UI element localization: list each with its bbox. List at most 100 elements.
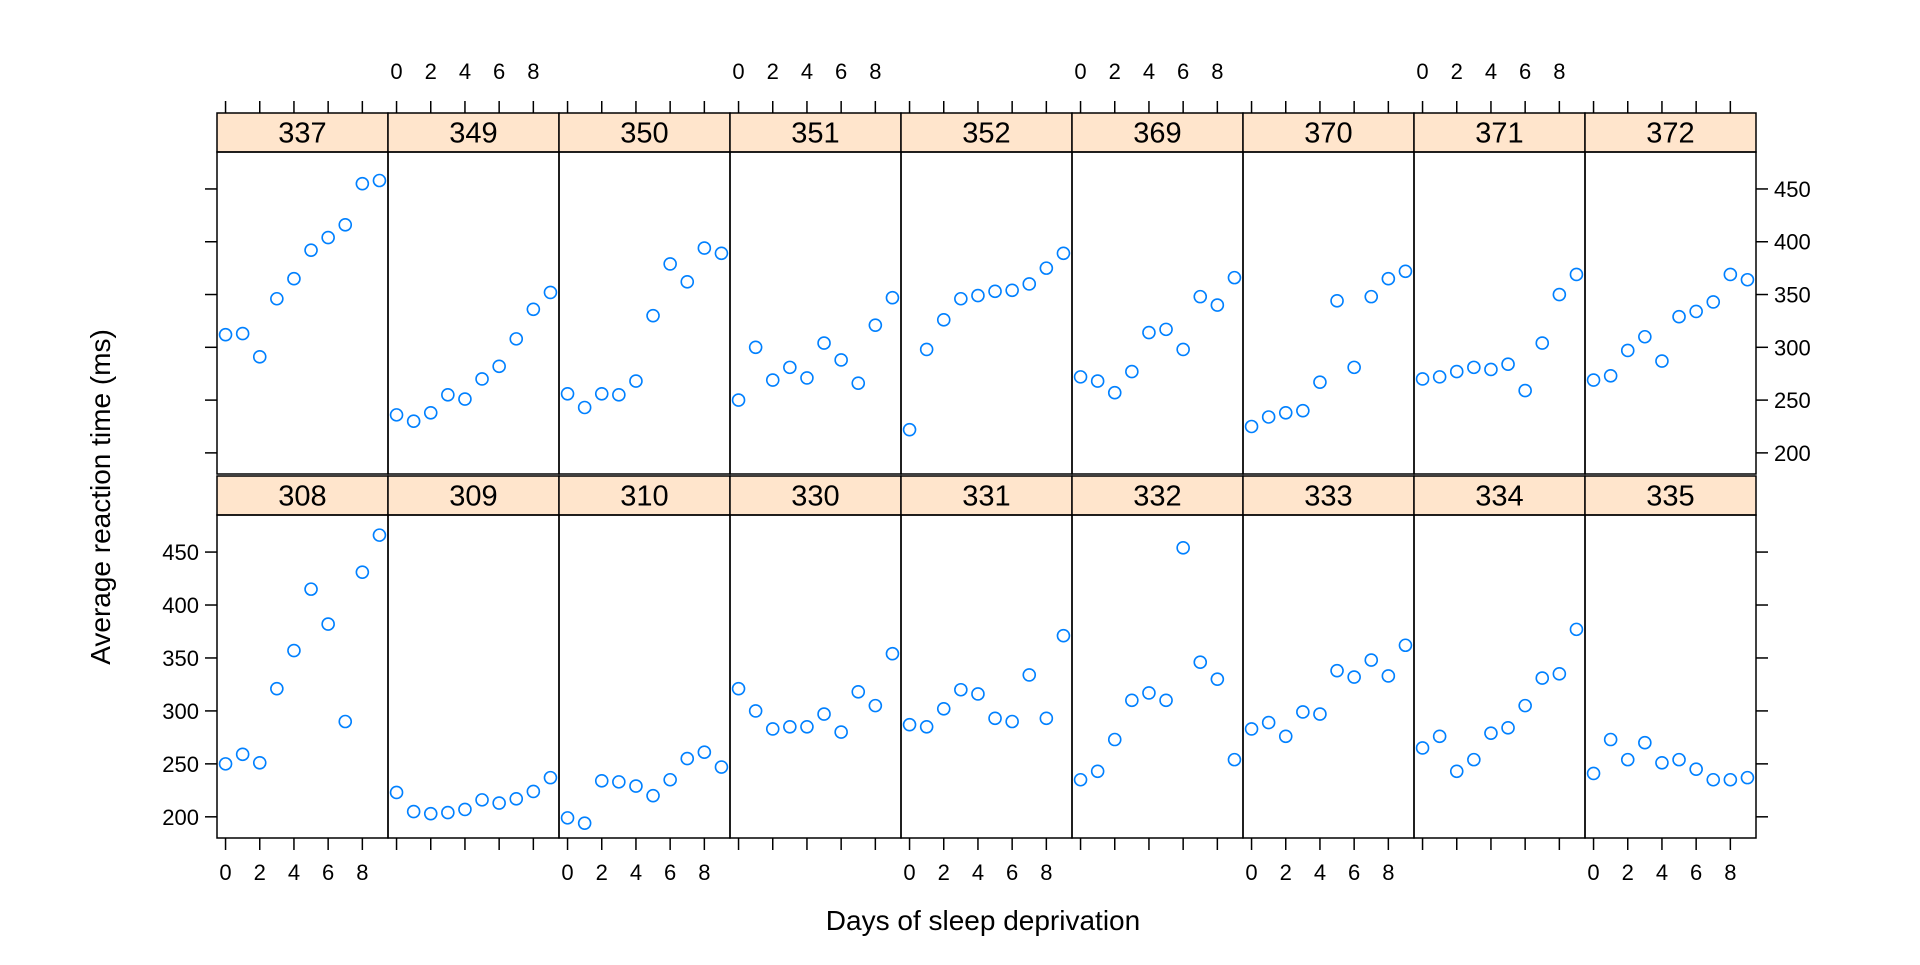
data-point: [800, 720, 814, 734]
data-point: [577, 816, 592, 830]
data-point: [1125, 693, 1139, 708]
panel-frame: [387, 151, 560, 475]
panel-frame: [1413, 151, 1586, 475]
panel-frame: [1242, 151, 1415, 475]
data-point: [885, 290, 900, 305]
x-tick-label: 0: [561, 860, 573, 885]
data-point: [936, 701, 951, 716]
data-point: [1381, 271, 1396, 286]
panel-strip: [1584, 475, 1757, 516]
data-point: [748, 340, 763, 355]
data-point: [423, 405, 438, 420]
data-point: [817, 336, 831, 350]
panel-334: 334: [1413, 475, 1586, 839]
data-point: [1432, 370, 1447, 384]
x-tick-label: 6: [1348, 860, 1360, 885]
data-point: [560, 811, 575, 825]
data-point: [971, 687, 985, 701]
x-tick-label: 6: [1006, 860, 1018, 885]
data-point: [218, 757, 233, 771]
panel-frame: [900, 151, 1073, 475]
data-point: [1244, 722, 1259, 736]
data-point: [1159, 693, 1173, 708]
data-point: [304, 582, 318, 596]
panel-331: 331: [900, 475, 1073, 839]
data-point: [1449, 364, 1464, 379]
panel-strip-label: 369: [1133, 118, 1181, 150]
data-point: [1193, 655, 1208, 670]
panel-strip-label: 371: [1475, 118, 1523, 150]
data-point: [1552, 287, 1567, 302]
x-tick-label: 0: [390, 59, 402, 84]
x-tick-label: 6: [1690, 860, 1702, 885]
data-point: [1056, 628, 1071, 643]
data-point: [475, 372, 489, 386]
data-point: [1039, 261, 1054, 275]
x-tick-label: 2: [425, 59, 437, 84]
x-axis-label: Days of sleep deprivation: [826, 905, 1140, 936]
data-point: [1620, 752, 1635, 767]
data-point: [270, 681, 284, 696]
data-point: [218, 327, 233, 342]
data-point: [1022, 668, 1037, 682]
data-point: [509, 792, 524, 806]
panel-309: 309: [387, 475, 560, 839]
x-tick-label: 6: [1519, 59, 1531, 84]
data-point: [475, 793, 489, 807]
x-tick-label: 6: [322, 860, 334, 885]
data-point: [1415, 741, 1430, 755]
data-point: [971, 288, 985, 303]
x-tick-label: 2: [1451, 59, 1463, 84]
x-tick-label: 4: [801, 59, 813, 84]
data-point: [783, 360, 797, 375]
panel-strip-label: 334: [1475, 481, 1523, 513]
data-point: [543, 285, 558, 300]
x-tick-label: 2: [767, 59, 779, 84]
data-point: [1261, 410, 1276, 424]
data-point: [1740, 770, 1755, 785]
panel-370: 370: [1242, 112, 1415, 475]
data-point: [919, 720, 934, 734]
data-point: [560, 386, 575, 401]
x-tick-label: 4: [630, 860, 642, 885]
data-point: [1535, 671, 1550, 685]
x-tick-label: 0: [1245, 860, 1257, 885]
data-point: [851, 376, 866, 391]
data-point: [1689, 762, 1703, 776]
data-point: [868, 318, 883, 332]
data-point: [1381, 669, 1396, 683]
panel-frame: [729, 151, 902, 475]
data-point: [1107, 385, 1122, 400]
data-point: [834, 725, 848, 739]
data-point: [492, 359, 506, 374]
data-point: [1090, 764, 1105, 779]
data-point: [731, 681, 746, 696]
data-point: [1056, 246, 1071, 261]
data-point: [270, 291, 284, 306]
data-point: [458, 802, 472, 817]
panel-frame: [729, 514, 902, 839]
y-tick-label: 250: [162, 752, 199, 777]
x-tick-label: 8: [1382, 860, 1394, 885]
data-point: [988, 284, 1002, 299]
x-tick-label: 8: [698, 860, 710, 885]
panel-strip: [558, 475, 731, 516]
data-point: [1073, 370, 1088, 384]
data-point: [1620, 343, 1635, 358]
data-point: [714, 760, 729, 774]
data-point: [1655, 354, 1669, 368]
data-point: [1501, 721, 1515, 735]
data-point: [526, 784, 541, 799]
data-point: [235, 326, 250, 341]
panel-strip: [216, 475, 389, 516]
data-point: [594, 774, 609, 788]
panel-strip: [216, 112, 389, 153]
data-point: [1107, 732, 1122, 747]
x-tick-label: 6: [664, 860, 676, 885]
data-point: [1278, 405, 1293, 420]
data-point: [406, 414, 421, 429]
x-tick-label: 8: [869, 59, 881, 84]
panel-310: 310: [558, 475, 731, 839]
